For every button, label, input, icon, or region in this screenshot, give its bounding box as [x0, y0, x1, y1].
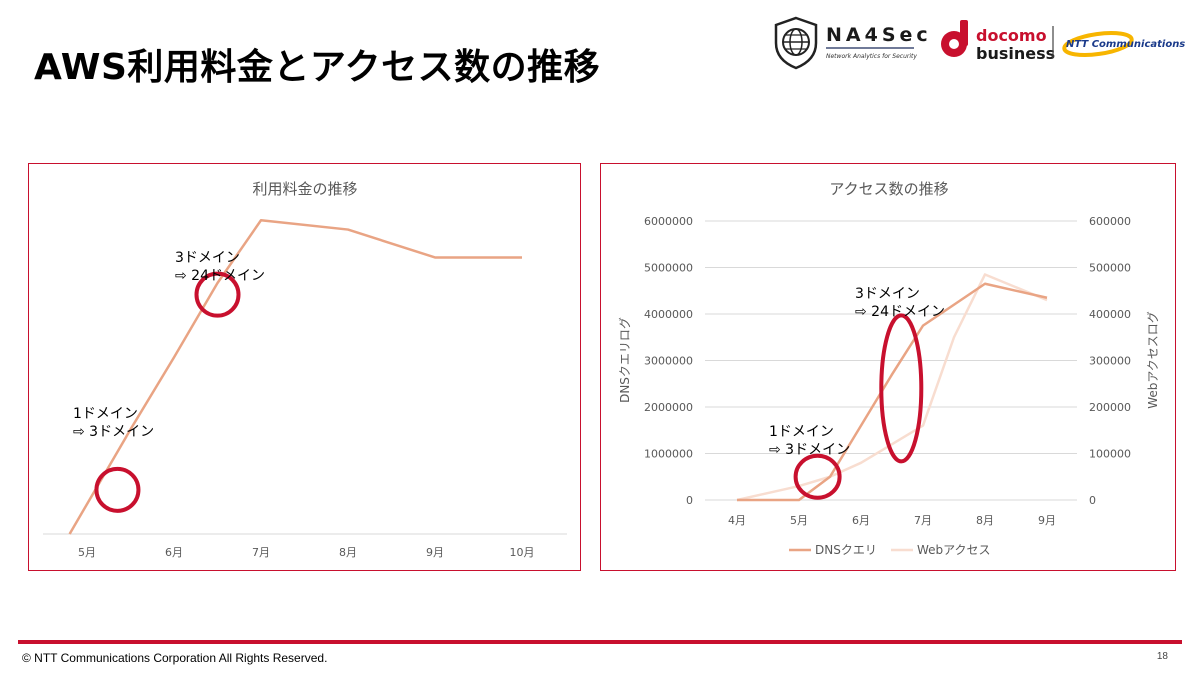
annotation-ellipse	[879, 313, 924, 464]
annotation-label-line2: ⇨ 3ドメイン	[73, 424, 154, 440]
y2-tick-label: 400000	[1089, 308, 1131, 321]
web-access-series-line	[736, 273, 1048, 502]
y2-tick-label: 500000	[1089, 262, 1131, 275]
ntt-text: NTT Communications	[1066, 39, 1185, 50]
annotation-label-line1: 1ドメイン	[769, 424, 834, 440]
annotation-label-line1: 3ドメイン	[175, 250, 240, 266]
y-tick-label: 2000000	[644, 401, 693, 414]
na4sec-name: NA4Sec	[826, 24, 932, 46]
annotation-label-line2: ⇨ 24ドメイン	[175, 268, 265, 284]
copyright-text: © NTT Communications Corporation All Rig…	[22, 651, 328, 665]
page-number: 18	[1156, 651, 1168, 662]
x-tick-label: 7月	[914, 514, 932, 527]
x-tick-label: 8月	[339, 546, 357, 559]
y-tick-label: 4000000	[644, 308, 693, 321]
dns-query-series-line	[737, 282, 1048, 502]
x-tick-label: 9月	[426, 546, 444, 559]
x-tick-label: 7月	[252, 546, 270, 559]
annotation-circle	[94, 466, 141, 513]
x-tick-label: 6月	[852, 514, 870, 527]
y-tick-label: 0	[686, 494, 693, 507]
x-tick-label: 6月	[165, 546, 183, 559]
x-tick-label: 9月	[1038, 514, 1056, 527]
fee-chart-panel: 利用料金の推移 5月 6月 7月 8月 9月 10月 1ドメイン ⇨ 3ドメイン 3ドメイン ⇨ 2…	[28, 163, 581, 571]
y-tick-label: 6000000	[644, 215, 693, 228]
chart-title: 利用料金の推移	[252, 180, 357, 198]
y2-tick-label: 200000	[1089, 401, 1131, 414]
y-tick-label: 1000000	[644, 448, 693, 461]
docomo-text: docomo	[976, 26, 1047, 45]
y2-tick-label: 0	[1089, 494, 1096, 507]
y2-tick-label: 100000	[1089, 448, 1131, 461]
annotation-label-line2: ⇨ 3ドメイン	[769, 442, 850, 458]
annotation-circle	[194, 271, 241, 318]
chart-title: アクセス数の推移	[829, 180, 948, 198]
y2-axis-label: Webアクセスログ	[1146, 311, 1160, 409]
legend-label-web: Webアクセス	[917, 543, 991, 557]
access-chart: アクセス数の推移 0 0 1000000 100000 2000000 200000 3000…	[618, 180, 1160, 557]
logo-area: NA4Sec Network Analytics for Security do…	[768, 14, 1188, 70]
y2-tick-label: 600000	[1089, 215, 1131, 228]
footer-divider	[18, 640, 1182, 644]
x-tick-label: 8月	[976, 514, 994, 527]
na4sec-tagline: Network Analytics for Security	[826, 53, 917, 60]
ntt-swirl-icon	[1062, 31, 1134, 57]
na4sec-logo: NA4Sec Network Analytics for Security	[774, 16, 932, 70]
fee-series-line	[68, 219, 522, 535]
docomo-business-logo: docomo business	[941, 20, 1055, 63]
annotation-circle	[793, 453, 842, 500]
business-text: business	[976, 44, 1055, 63]
x-tick-label: 5月	[790, 514, 808, 527]
y-axis-label: DNSクエリログ	[618, 317, 632, 403]
access-chart-panel: アクセス数の推移 0 0 1000000 100000 2000000 200000 3000…	[600, 163, 1176, 571]
x-tick-label: 10月	[510, 546, 535, 559]
legend-label-dns: DNSクエリ	[815, 543, 877, 557]
y2-tick-label: 300000	[1089, 355, 1131, 368]
ntt-communications-logo: NTT Communications	[1062, 31, 1185, 57]
annotation-label-line1: 1ドメイン	[73, 406, 138, 422]
annotation-label-line2: ⇨ 24ドメイン	[855, 304, 945, 320]
annotation-label-line1: 3ドメイン	[855, 286, 920, 302]
y-tick-label: 5000000	[644, 262, 693, 275]
fee-chart: 利用料金の推移 5月 6月 7月 8月 9月 10月 1ドメイン ⇨ 3ドメイン 3ドメイン ⇨ 2…	[43, 180, 567, 559]
slide-title: AWS利用料金とアクセス数の推移	[34, 47, 601, 88]
x-tick-label: 4月	[728, 514, 746, 527]
y-tick-label: 3000000	[644, 355, 693, 368]
x-tick-label: 5月	[78, 546, 96, 559]
globe-shield-icon	[774, 16, 818, 70]
